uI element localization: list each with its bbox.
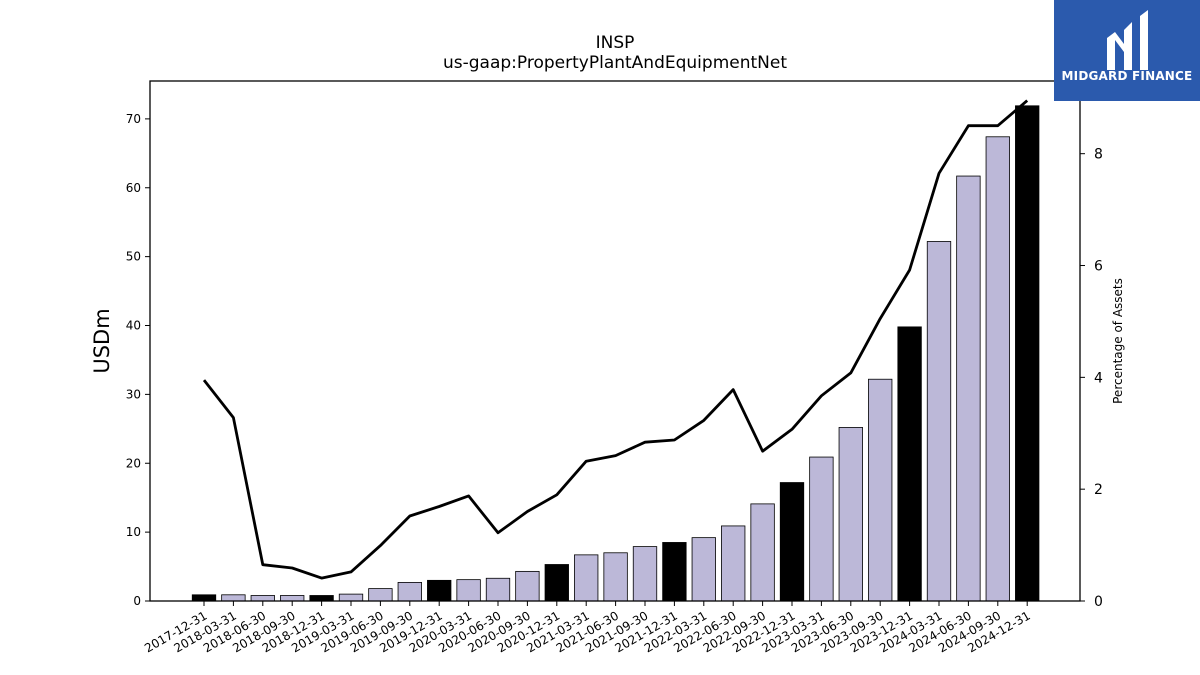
y2-tick-label: 0 — [1094, 594, 1103, 610]
bar — [309, 595, 334, 602]
bar — [956, 175, 981, 602]
y-axis-left: 0 10 20 30 40 50 60 70 — [126, 112, 150, 608]
bar — [662, 542, 687, 602]
logo-text: MIDGARD FINANCE — [1061, 69, 1193, 83]
bar — [779, 482, 805, 602]
y-tick-label: 60 — [126, 181, 141, 195]
bar — [868, 378, 893, 602]
bar — [691, 537, 716, 602]
y2-tick-label: 8 — [1094, 147, 1103, 163]
y-tick-label: 10 — [126, 525, 141, 539]
bar — [750, 503, 775, 602]
x-axis: 2017-12-312018-03-312018-06-302018-09-30… — [142, 601, 1033, 655]
bar — [838, 427, 863, 602]
bar — [985, 136, 1010, 602]
y-tick-label: 20 — [126, 456, 141, 470]
y2-axis-label: Percentage of Assets — [1111, 278, 1125, 404]
bar — [338, 593, 364, 602]
bar — [485, 577, 511, 602]
y-tick-label: 0 — [133, 594, 141, 608]
bar — [721, 525, 746, 602]
bar — [456, 579, 481, 602]
y2-tick-label: 2 — [1094, 482, 1103, 498]
bar — [427, 579, 452, 602]
bar — [897, 326, 922, 602]
logo: MIDGARD FINANCE — [1054, 0, 1200, 101]
bar — [632, 546, 658, 602]
bar — [515, 570, 540, 602]
bar — [191, 594, 217, 602]
y-axis-label: USDm — [90, 308, 114, 373]
y-axis-right: 0 2 4 6 8 — [1080, 147, 1103, 610]
line-series — [202, 99, 1029, 580]
plot-frame — [149, 80, 1081, 602]
bar — [1015, 105, 1040, 602]
logo-mark-icon — [1107, 10, 1148, 70]
y2-tick-label: 6 — [1094, 259, 1103, 275]
y-tick-label: 50 — [126, 250, 141, 264]
percentage-line — [202, 99, 1029, 580]
bar — [221, 594, 246, 602]
bar — [809, 456, 834, 602]
bar — [544, 564, 569, 602]
chart-title: INSP — [596, 33, 635, 53]
bar — [603, 552, 628, 602]
bar-series — [191, 105, 1040, 602]
bar — [250, 595, 275, 602]
bar — [368, 588, 393, 602]
bar — [574, 554, 599, 602]
y-tick-label: 40 — [126, 319, 141, 333]
y-tick-label: 30 — [126, 387, 141, 401]
y2-tick-label: 4 — [1094, 370, 1103, 386]
y-tick-label: 70 — [126, 112, 141, 126]
bar — [280, 595, 305, 602]
chart-subtitle: us-gaap:PropertyPlantAndEquipmentNet — [443, 53, 787, 73]
bar — [397, 582, 422, 602]
bar — [926, 241, 952, 602]
